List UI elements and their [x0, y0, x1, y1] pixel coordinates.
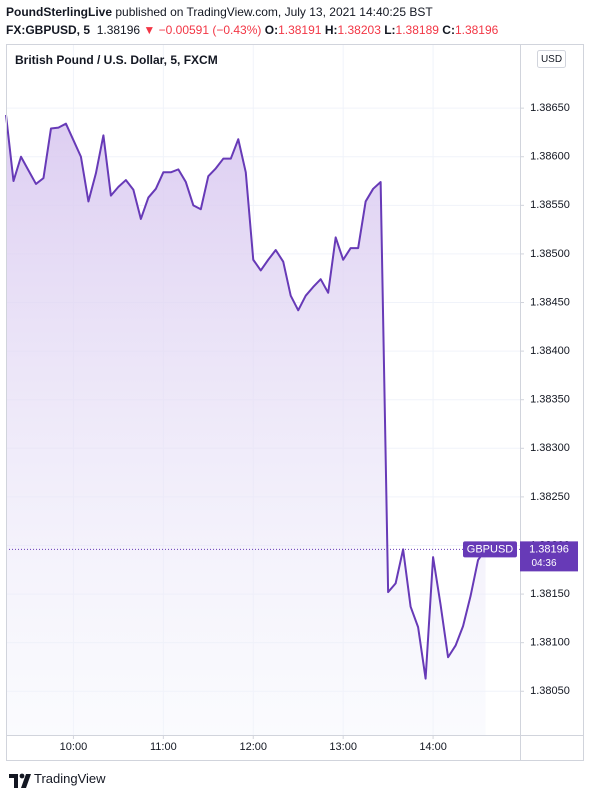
publisher[interactable]: PoundSterlingLive [6, 5, 113, 19]
y-tick-label: 1.38600 [530, 151, 570, 163]
low-label: L: [384, 23, 396, 37]
y-tick-label: 1.38500 [530, 248, 570, 260]
axes: 1.380501.381001.381501.382001.382501.383… [60, 102, 578, 753]
price-change: ▼ −0.00591 (−0.43%) [143, 23, 262, 37]
x-tick-label: 11:00 [150, 741, 177, 753]
close-label: C: [442, 23, 455, 37]
price-line [5, 114, 487, 680]
published-text: published on TradingView.com, July 13, 2… [115, 5, 433, 19]
area [6, 114, 486, 735]
chart-frame [6, 44, 584, 761]
series-name: GBPUSD [467, 543, 514, 555]
close-value: 1.38196 [454, 23, 499, 37]
last-price-label: 1.38196 [529, 543, 569, 555]
quote-line: FX:GBPUSD, 5 1.38196 ▼ −0.00591 (−0.43%)… [6, 23, 498, 37]
chart: British Pound / U.S. Dollar, 5, FXCM USD… [5, 44, 584, 761]
countdown: 04:36 [531, 558, 556, 569]
chart-title: British Pound / U.S. Dollar, 5, FXCM [15, 53, 218, 67]
x-tick-label: 10:00 [60, 741, 88, 753]
y-tick-label: 1.38250 [530, 491, 570, 503]
open-label: O: [264, 23, 279, 37]
brand-logo [9, 773, 31, 788]
low-value: 1.38189 [395, 23, 439, 37]
last-price-box [520, 541, 578, 572]
x-tick-label: 13:00 [329, 741, 357, 753]
open-value: 1.38191 [278, 23, 322, 37]
y-tick-label: 1.38050 [530, 685, 570, 697]
y-tick-label: 1.38650 [530, 102, 570, 114]
y-tick-label: 1.38450 [530, 296, 570, 308]
high-label: H: [324, 23, 338, 37]
plot [5, 114, 520, 735]
currency-box[interactable] [537, 50, 566, 68]
x-tick-label: 14:00 [419, 741, 447, 753]
high-value: 1.38203 [337, 23, 381, 37]
y-tick-label: 1.38400 [530, 345, 570, 357]
y-tick-label: 1.38550 [530, 199, 570, 211]
x-tick-label: 12:00 [239, 741, 267, 753]
publish-line: PoundSterlingLive published on TradingVi… [6, 5, 433, 19]
y-tick-label: 1.38300 [530, 442, 570, 454]
symbol: FX:GBPUSD, 5 [6, 23, 91, 37]
y-tick-label: 1.38100 [530, 637, 570, 649]
brand-name[interactable]: TradingView [34, 771, 106, 786]
currency: USD [541, 54, 562, 65]
last-price: 1.38196 [96, 23, 141, 37]
y-tick-label: 1.38150 [530, 588, 570, 600]
y-tick-label: 1.38350 [530, 394, 570, 406]
series-name-box [463, 541, 517, 558]
